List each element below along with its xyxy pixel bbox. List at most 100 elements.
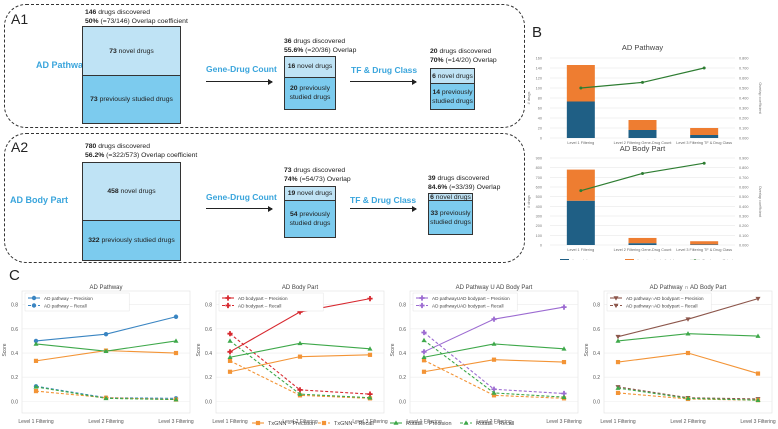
series-rotate-precision (615, 331, 761, 343)
x-tick-label: Level 3 Filtering (352, 419, 388, 425)
line-chart-c1: AD Pathway 0.0 0.2 0.4 0.6 0.8 Score Level 1 Fi… (2, 285, 194, 425)
arrow-icon (350, 205, 417, 212)
bar-novel-drugs (628, 130, 657, 138)
x-tick-label: Level 2 Filtering (282, 419, 318, 425)
x-tick-label: Level 3 Filtering (740, 419, 776, 425)
marker-plus (421, 329, 427, 336)
row-label-ad-pathway: AD Pathway (36, 60, 89, 70)
bar-chart-b1: AD Pathway 0 20 40 60 80 100 120 140 160 0.000 0.10… (527, 43, 762, 145)
series-ad-pathway-ad-bodypart-precision (615, 296, 761, 340)
y2-tick-label: 0.800 (739, 166, 749, 170)
marker-triangle (755, 397, 761, 402)
y-tick-label: 100 (536, 87, 542, 91)
y-tick-label: 800 (536, 166, 542, 170)
bar-novel-drugs (690, 135, 719, 138)
legend-item: # novel drugs (560, 259, 595, 260)
legend-box (218, 292, 324, 312)
y2-tick-label: 0.700 (739, 67, 749, 71)
marker-square (227, 358, 233, 363)
legend-label: AD pathway – Precision (44, 296, 93, 301)
chart-title: AD Body Part (282, 285, 319, 291)
marker-plus (561, 304, 567, 310)
marker-triangle (33, 384, 39, 389)
shared-legend-item: RotatE – Precision (390, 420, 452, 427)
y-tick-label: 100 (536, 234, 542, 238)
y-tick-label: 0 (540, 244, 542, 248)
chart-title: AD Pathway (622, 43, 664, 52)
legend-label: TxGNN – Recall (334, 421, 374, 427)
y2-axis-label: Overlap coefficient (758, 82, 762, 114)
chart-title: AD Pathway ∩ AD Body Part (650, 285, 727, 291)
y-tick-label: 0.6 (593, 327, 600, 333)
y2-tick-label: 0.200 (739, 117, 749, 121)
x-tick-label: Level 1 Filtering (18, 419, 54, 425)
legend-label: AD bodypart – Recall (238, 303, 281, 308)
bar-previously-studied (566, 65, 595, 102)
series-line (229, 333, 371, 395)
marker-triangle (103, 395, 109, 401)
legend-box (24, 292, 130, 312)
y-tick-label: 0.6 (399, 327, 406, 333)
y2-tick-label: 0.800 (739, 57, 749, 61)
y-tick-label: 140 (536, 67, 542, 71)
y-tick-label: 60 (538, 107, 542, 111)
y-tick-label: 300 (536, 215, 542, 219)
y-tick-label: 0.0 (399, 399, 406, 405)
marker-circle (33, 338, 39, 344)
marker-triangle (421, 337, 427, 343)
series-ad-bodypart-precision (227, 296, 373, 355)
marker-triangle (561, 394, 567, 399)
shared-legend: TxGNN – Precision TxGNN – Recall RotatE – … (252, 420, 514, 427)
marker-square (173, 350, 179, 356)
marker-triangle (615, 385, 621, 390)
arrow-icon (206, 78, 273, 85)
marker-circle (173, 314, 179, 319)
panel-label-b: B (532, 24, 543, 41)
bar-novel-drugs (566, 101, 595, 138)
marker-circle (31, 303, 37, 308)
stage-stats: 146 drugs discovered 50% (=73/146) Overla… (85, 9, 188, 25)
y-tick-label: 120 (536, 77, 542, 81)
x-tick-label: Level 1 Filtering (600, 419, 636, 425)
panel-c-charts: AD Pathway 0.0 0.2 0.4 0.6 0.8 Score Level 1 Fi… (2, 285, 776, 427)
panel-label-a1: A1 (11, 11, 29, 27)
y-tick-label: 20 (538, 127, 542, 131)
y-tick-label: 0.4 (11, 351, 18, 357)
marker-plus (421, 349, 427, 355)
legend-label: AD pathway∩AD bodypart – Precision (626, 296, 704, 301)
y-axis-label: Score (2, 343, 8, 356)
novel-drugs-segment: 6 novel drugs (429, 193, 472, 201)
x-tick-label: Level 2 Filtering (476, 419, 512, 425)
drug-stack-box: 16 novel drugs 20 previously studied drug… (284, 56, 336, 110)
bar-novel-drugs (566, 200, 595, 245)
marker-triangle (227, 338, 233, 343)
x-tick-label: Level 3 Filtering (546, 419, 582, 425)
y-tick-label: 900 (536, 157, 542, 161)
series-ad-pathway-precision (33, 314, 179, 344)
legend-item: AD bodypart – Recall (222, 302, 281, 308)
marker-triangle (491, 341, 497, 346)
shared-legend-item: TxGNN – Recall (318, 420, 374, 427)
marker-square (255, 420, 261, 426)
marker-triangle (685, 331, 691, 336)
panel-label-c: C (9, 267, 20, 284)
marker-triangle (685, 395, 691, 401)
previously-studied-segment: 73 previously studied drugs (83, 76, 180, 123)
marker-circle (103, 331, 109, 337)
x-tick-label: Level 1 Filtering (212, 419, 248, 425)
legend-label: AD bodypart – Precision (238, 296, 288, 301)
y2-tick-label: 0.500 (739, 87, 749, 91)
bar-novel-drugs (690, 244, 719, 245)
filter-step-label: TF & Drug Class (350, 195, 417, 205)
x-tick-label: Level 3 Filtering TF & Drug Class (676, 141, 732, 145)
marker-triangle (491, 390, 497, 395)
overlap-point (702, 161, 706, 165)
line-chart-c4: AD Pathway ∩ AD Body Part 0.0 0.2 0.4 0.6 0.8… (584, 285, 776, 425)
marker-triangle-down (613, 303, 619, 309)
series-rotate-precision (33, 338, 179, 354)
marker-triangle (367, 346, 373, 351)
y2-tick-label: 0.100 (739, 127, 749, 131)
bar-previously-studied (566, 169, 595, 201)
previously-studied-segment: 33 previously studied drugs (429, 201, 472, 234)
filter-step-label: TF & Drug Class (351, 65, 418, 75)
